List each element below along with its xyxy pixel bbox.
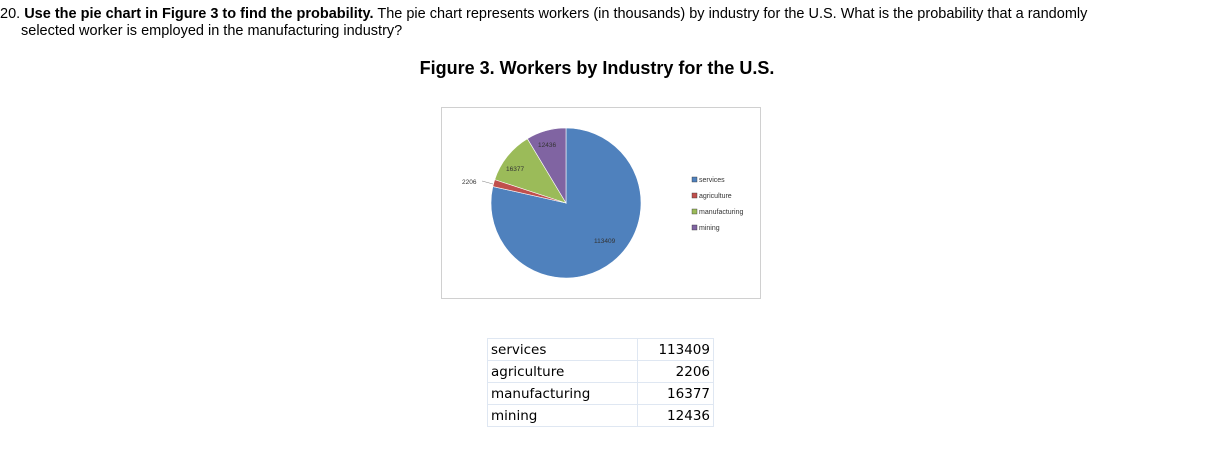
legend-label-mining: mining <box>699 225 720 232</box>
question-body-line2: selected worker is employed in the manuf… <box>21 23 403 39</box>
table-cell-category: agriculture <box>487 360 638 383</box>
legend-swatch-mining <box>691 224 698 231</box>
table-row: manufacturing 16377 <box>487 382 714 405</box>
table-row: agriculture 2206 <box>487 360 714 383</box>
table-cell-category: manufacturing <box>487 382 638 405</box>
data-label-manufacturing: 16377 <box>506 166 524 173</box>
legend-swatch-services <box>691 176 698 183</box>
data-label-mining: 12436 <box>538 142 556 149</box>
table-row: services 113409 <box>487 338 714 361</box>
figure-title: Figure 3. Workers by Industry for the U.… <box>419 58 775 78</box>
table-cell-category: services <box>487 338 638 361</box>
legend-label-agriculture: agriculture <box>699 193 732 200</box>
table-cell-value: 16377 <box>637 382 714 405</box>
pie-slice-mining <box>526 127 567 205</box>
leader-line <box>481 180 494 185</box>
data-table: services 113409 agriculture 2206 manufac… <box>487 338 714 427</box>
data-label-services: 113409 <box>594 238 616 245</box>
table-cell-category: mining <box>487 404 638 427</box>
question-number: 20. <box>0 6 21 22</box>
legend-label-manufacturing: manufacturing <box>699 209 743 216</box>
pie-chart: 113409 2206 16377 12436 services agriculture m… <box>441 107 761 299</box>
legend-swatch-agriculture <box>691 192 698 199</box>
table-row: mining 12436 <box>487 404 714 427</box>
table-cell-value: 2206 <box>637 360 714 383</box>
legend-label-services: services <box>699 177 725 184</box>
legend-swatch-manufacturing <box>691 208 698 215</box>
question-text: 20. Use the pie chart in Figure 3 to fin… <box>0 6 1212 40</box>
pie-chart-svg: 113409 2206 16377 12436 services agriculture m… <box>462 127 743 279</box>
table-cell-value: 12436 <box>637 404 714 427</box>
question-body: The pie chart represents workers (in tho… <box>373 6 1088 22</box>
table-cell-value: 113409 <box>637 338 714 361</box>
question-lead: Use the pie chart in Figure 3 to find th… <box>24 6 374 22</box>
data-label-agriculture: 2206 <box>462 179 477 186</box>
